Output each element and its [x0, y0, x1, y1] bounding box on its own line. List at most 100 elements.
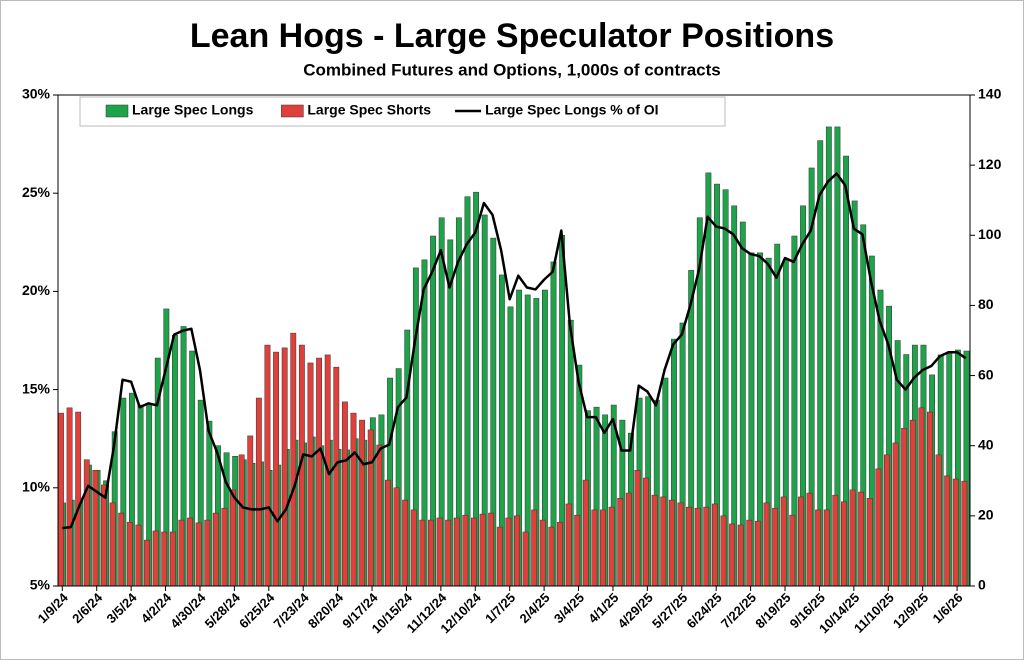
bar [479, 513, 486, 587]
bar [832, 494, 839, 587]
bar [772, 507, 778, 587]
bar [462, 514, 469, 587]
bar [737, 524, 744, 587]
bar [720, 515, 727, 587]
bar [152, 530, 159, 587]
bar [187, 517, 193, 587]
bar [247, 435, 254, 587]
bar [651, 494, 658, 587]
bar [161, 531, 168, 587]
y2-tick-label: 100 [978, 226, 1002, 242]
legend-label: Large Spec Longs % of OI [485, 102, 658, 118]
y2-tick-label: 0 [978, 577, 986, 593]
bar [307, 362, 314, 587]
legend-label: Large Spec Shorts [307, 102, 431, 118]
bar [144, 539, 150, 587]
bar [376, 444, 383, 587]
bar [944, 475, 951, 587]
bar [703, 506, 710, 587]
chart-subtitle: Combined Futures and Options, 1,000s of … [303, 60, 721, 79]
bar [789, 514, 796, 587]
bar [539, 519, 546, 587]
bar [927, 411, 933, 587]
bar [909, 419, 916, 587]
line [62, 172, 967, 530]
y2-tick-label: 80 [978, 296, 994, 312]
bar [238, 454, 245, 587]
bar [901, 427, 908, 587]
y-tick-label: 10% [22, 479, 51, 495]
y-tick-label: 30% [22, 86, 51, 102]
bar [531, 509, 538, 587]
bar [711, 503, 718, 587]
bar [264, 344, 271, 587]
bar [428, 519, 434, 587]
bar [505, 517, 512, 587]
bar [126, 521, 133, 587]
bar [849, 489, 856, 587]
bar [574, 514, 581, 587]
legend-swatch [105, 104, 129, 118]
bar [273, 351, 279, 587]
bar [195, 522, 202, 587]
chart-title: Lean Hogs - Large Speculator Positions [190, 17, 834, 55]
bar [668, 499, 675, 587]
bar [178, 519, 185, 587]
bar [333, 366, 340, 587]
bar [496, 526, 503, 587]
bar [419, 519, 426, 587]
bar [402, 499, 409, 587]
y2-tick-label: 120 [978, 156, 1002, 172]
bar [892, 442, 899, 587]
bar [961, 480, 968, 587]
bar [815, 509, 822, 587]
legend-label: Large Spec Longs [132, 102, 254, 118]
bar [763, 502, 770, 587]
bar [410, 509, 417, 587]
bar [221, 507, 228, 587]
bar [436, 517, 443, 587]
bar [204, 519, 211, 587]
bar [212, 512, 219, 587]
bar [746, 519, 753, 587]
bar [135, 524, 142, 587]
y-tick-label: 20% [22, 282, 51, 298]
bar [608, 506, 615, 587]
bar [858, 491, 865, 587]
bar [471, 517, 477, 587]
bar [316, 357, 322, 587]
bar [255, 397, 262, 587]
legend [79, 96, 726, 127]
bar [118, 512, 125, 587]
bar [823, 509, 830, 587]
bar [109, 502, 116, 587]
bar [600, 509, 606, 587]
bar [359, 419, 366, 587]
bar [875, 468, 882, 587]
bar [565, 503, 572, 587]
y-tick-label: 15% [22, 380, 51, 396]
bar [797, 496, 804, 587]
legend-swatch [281, 104, 304, 118]
bar [884, 454, 890, 587]
bar [83, 459, 90, 587]
bar [617, 498, 624, 587]
bar [548, 526, 555, 587]
bar [866, 498, 873, 587]
bar [686, 506, 692, 587]
bar [582, 479, 589, 587]
bar [341, 401, 348, 587]
bar [101, 484, 107, 587]
bar [780, 496, 787, 587]
bar [445, 519, 452, 587]
bar [488, 512, 495, 587]
bar [230, 489, 236, 587]
bar [625, 492, 632, 587]
bar [557, 521, 563, 587]
bar [169, 531, 176, 587]
bar [754, 520, 761, 587]
bar [66, 407, 73, 587]
bar [643, 477, 649, 587]
bar [677, 502, 684, 587]
y2-tick-label: 20 [978, 507, 994, 523]
